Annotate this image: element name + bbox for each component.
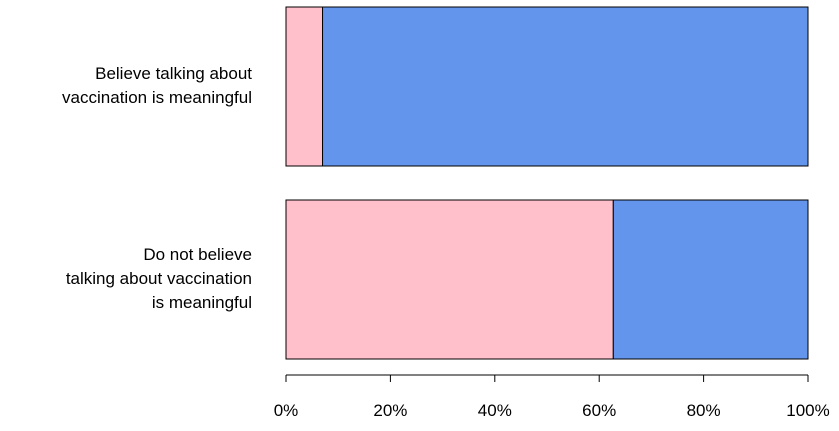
- x-tick-label: 100%: [786, 401, 829, 420]
- x-tick-label: 60%: [582, 401, 616, 420]
- bar-segment-1-2: [322, 6, 809, 167]
- x-axis: 0% 20% 40% 60% 80% 100%: [274, 374, 830, 420]
- category-label-line: Do not believe: [143, 245, 252, 264]
- category-label-2: Do not believe talking about vaccination i…: [66, 245, 252, 312]
- category-label-line: talking about vaccination: [66, 269, 252, 288]
- category-label-line: is meaningful: [152, 293, 252, 312]
- bars-layer: [285, 6, 809, 360]
- x-tick-label: 0%: [274, 401, 299, 420]
- bar-segment-2-1: [285, 199, 614, 360]
- x-tick-label: 80%: [687, 401, 721, 420]
- bar-segment-2-2: [612, 199, 809, 360]
- x-tick-label: 20%: [373, 401, 407, 420]
- category-labels-layer: Believe talking about vaccination is mean…: [62, 64, 252, 312]
- category-label-line: Believe talking about: [95, 64, 252, 83]
- bar-segment-1-1: [285, 6, 324, 167]
- x-tick-label: 40%: [478, 401, 512, 420]
- category-label-1: Believe talking about vaccination is mean…: [62, 64, 252, 107]
- category-label-line: vaccination is meaningful: [62, 88, 252, 107]
